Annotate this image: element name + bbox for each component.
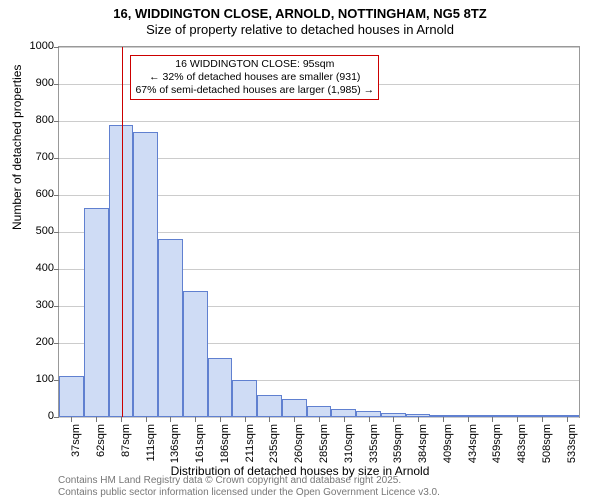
bar bbox=[109, 125, 134, 417]
attribution-line2: Contains public sector information licen… bbox=[58, 487, 440, 499]
x-tick-label: 285sqm bbox=[318, 424, 330, 464]
title-main: 16, WIDDINGTON CLOSE, ARNOLD, NOTTINGHAM… bbox=[0, 6, 600, 22]
gridline bbox=[59, 47, 579, 48]
bar bbox=[208, 358, 233, 417]
y-tick-label: 1000 bbox=[30, 40, 54, 52]
x-tick-label: 37sqm bbox=[70, 424, 82, 464]
y-tick-label: 900 bbox=[36, 77, 54, 89]
annot-line3: 67% of semi-detached houses are larger (… bbox=[135, 84, 374, 97]
y-axis-title: Number of detached properties bbox=[10, 65, 24, 230]
x-tick-label: 310sqm bbox=[343, 424, 355, 464]
bar bbox=[232, 380, 257, 417]
y-tick-label: 500 bbox=[36, 225, 54, 237]
bar bbox=[133, 132, 158, 417]
x-tick-label: 508sqm bbox=[541, 424, 553, 464]
attribution-line1: Contains HM Land Registry data © Crown c… bbox=[58, 475, 440, 487]
bar bbox=[59, 376, 84, 417]
y-tick-label: 0 bbox=[48, 410, 54, 422]
bar bbox=[183, 291, 208, 417]
x-tick-label: 111sqm bbox=[145, 424, 157, 464]
x-tick-label: 359sqm bbox=[392, 424, 404, 464]
x-tick-label: 186sqm bbox=[219, 424, 231, 464]
bar bbox=[307, 406, 332, 417]
y-tick-label: 200 bbox=[36, 336, 54, 348]
x-tick-label: 384sqm bbox=[417, 424, 429, 464]
x-tick-label: 260sqm bbox=[293, 424, 305, 464]
x-tick-label: 62sqm bbox=[95, 424, 107, 464]
bar bbox=[331, 409, 356, 417]
plot-area: 16 WIDDINGTON CLOSE: 95sqm← 32% of detac… bbox=[58, 46, 580, 418]
x-tick-label: 459sqm bbox=[491, 424, 503, 464]
x-tick-label: 533sqm bbox=[566, 424, 578, 464]
x-tick-label: 161sqm bbox=[194, 424, 206, 464]
y-tick-label: 800 bbox=[36, 114, 54, 126]
x-tick-label: 87sqm bbox=[120, 424, 132, 464]
y-tick-label: 700 bbox=[36, 151, 54, 163]
x-tick-label: 434sqm bbox=[467, 424, 479, 464]
y-tick-label: 300 bbox=[36, 299, 54, 311]
y-tick-label: 600 bbox=[36, 188, 54, 200]
x-tick-label: 409sqm bbox=[442, 424, 454, 464]
y-tick-label: 400 bbox=[36, 262, 54, 274]
bar bbox=[282, 399, 307, 417]
title-block: 16, WIDDINGTON CLOSE, ARNOLD, NOTTINGHAM… bbox=[0, 0, 600, 37]
attribution: Contains HM Land Registry data © Crown c… bbox=[58, 475, 440, 498]
x-tick-label: 211sqm bbox=[244, 424, 256, 464]
annot-line1: 16 WIDDINGTON CLOSE: 95sqm bbox=[135, 58, 374, 71]
x-tick-label: 136sqm bbox=[169, 424, 181, 464]
reference-line bbox=[122, 47, 123, 417]
annot-line2: ← 32% of detached houses are smaller (93… bbox=[135, 71, 374, 84]
y-tick-label: 100 bbox=[36, 373, 54, 385]
bar bbox=[158, 239, 183, 417]
bar bbox=[257, 395, 282, 417]
x-tick-label: 483sqm bbox=[516, 424, 528, 464]
x-tick-label: 235sqm bbox=[268, 424, 280, 464]
bar bbox=[84, 208, 109, 417]
title-sub: Size of property relative to detached ho… bbox=[0, 22, 600, 38]
x-tick-label: 335sqm bbox=[368, 424, 380, 464]
chart-container: 16, WIDDINGTON CLOSE, ARNOLD, NOTTINGHAM… bbox=[0, 0, 600, 500]
annotation-box: 16 WIDDINGTON CLOSE: 95sqm← 32% of detac… bbox=[130, 55, 379, 100]
gridline bbox=[59, 121, 579, 122]
